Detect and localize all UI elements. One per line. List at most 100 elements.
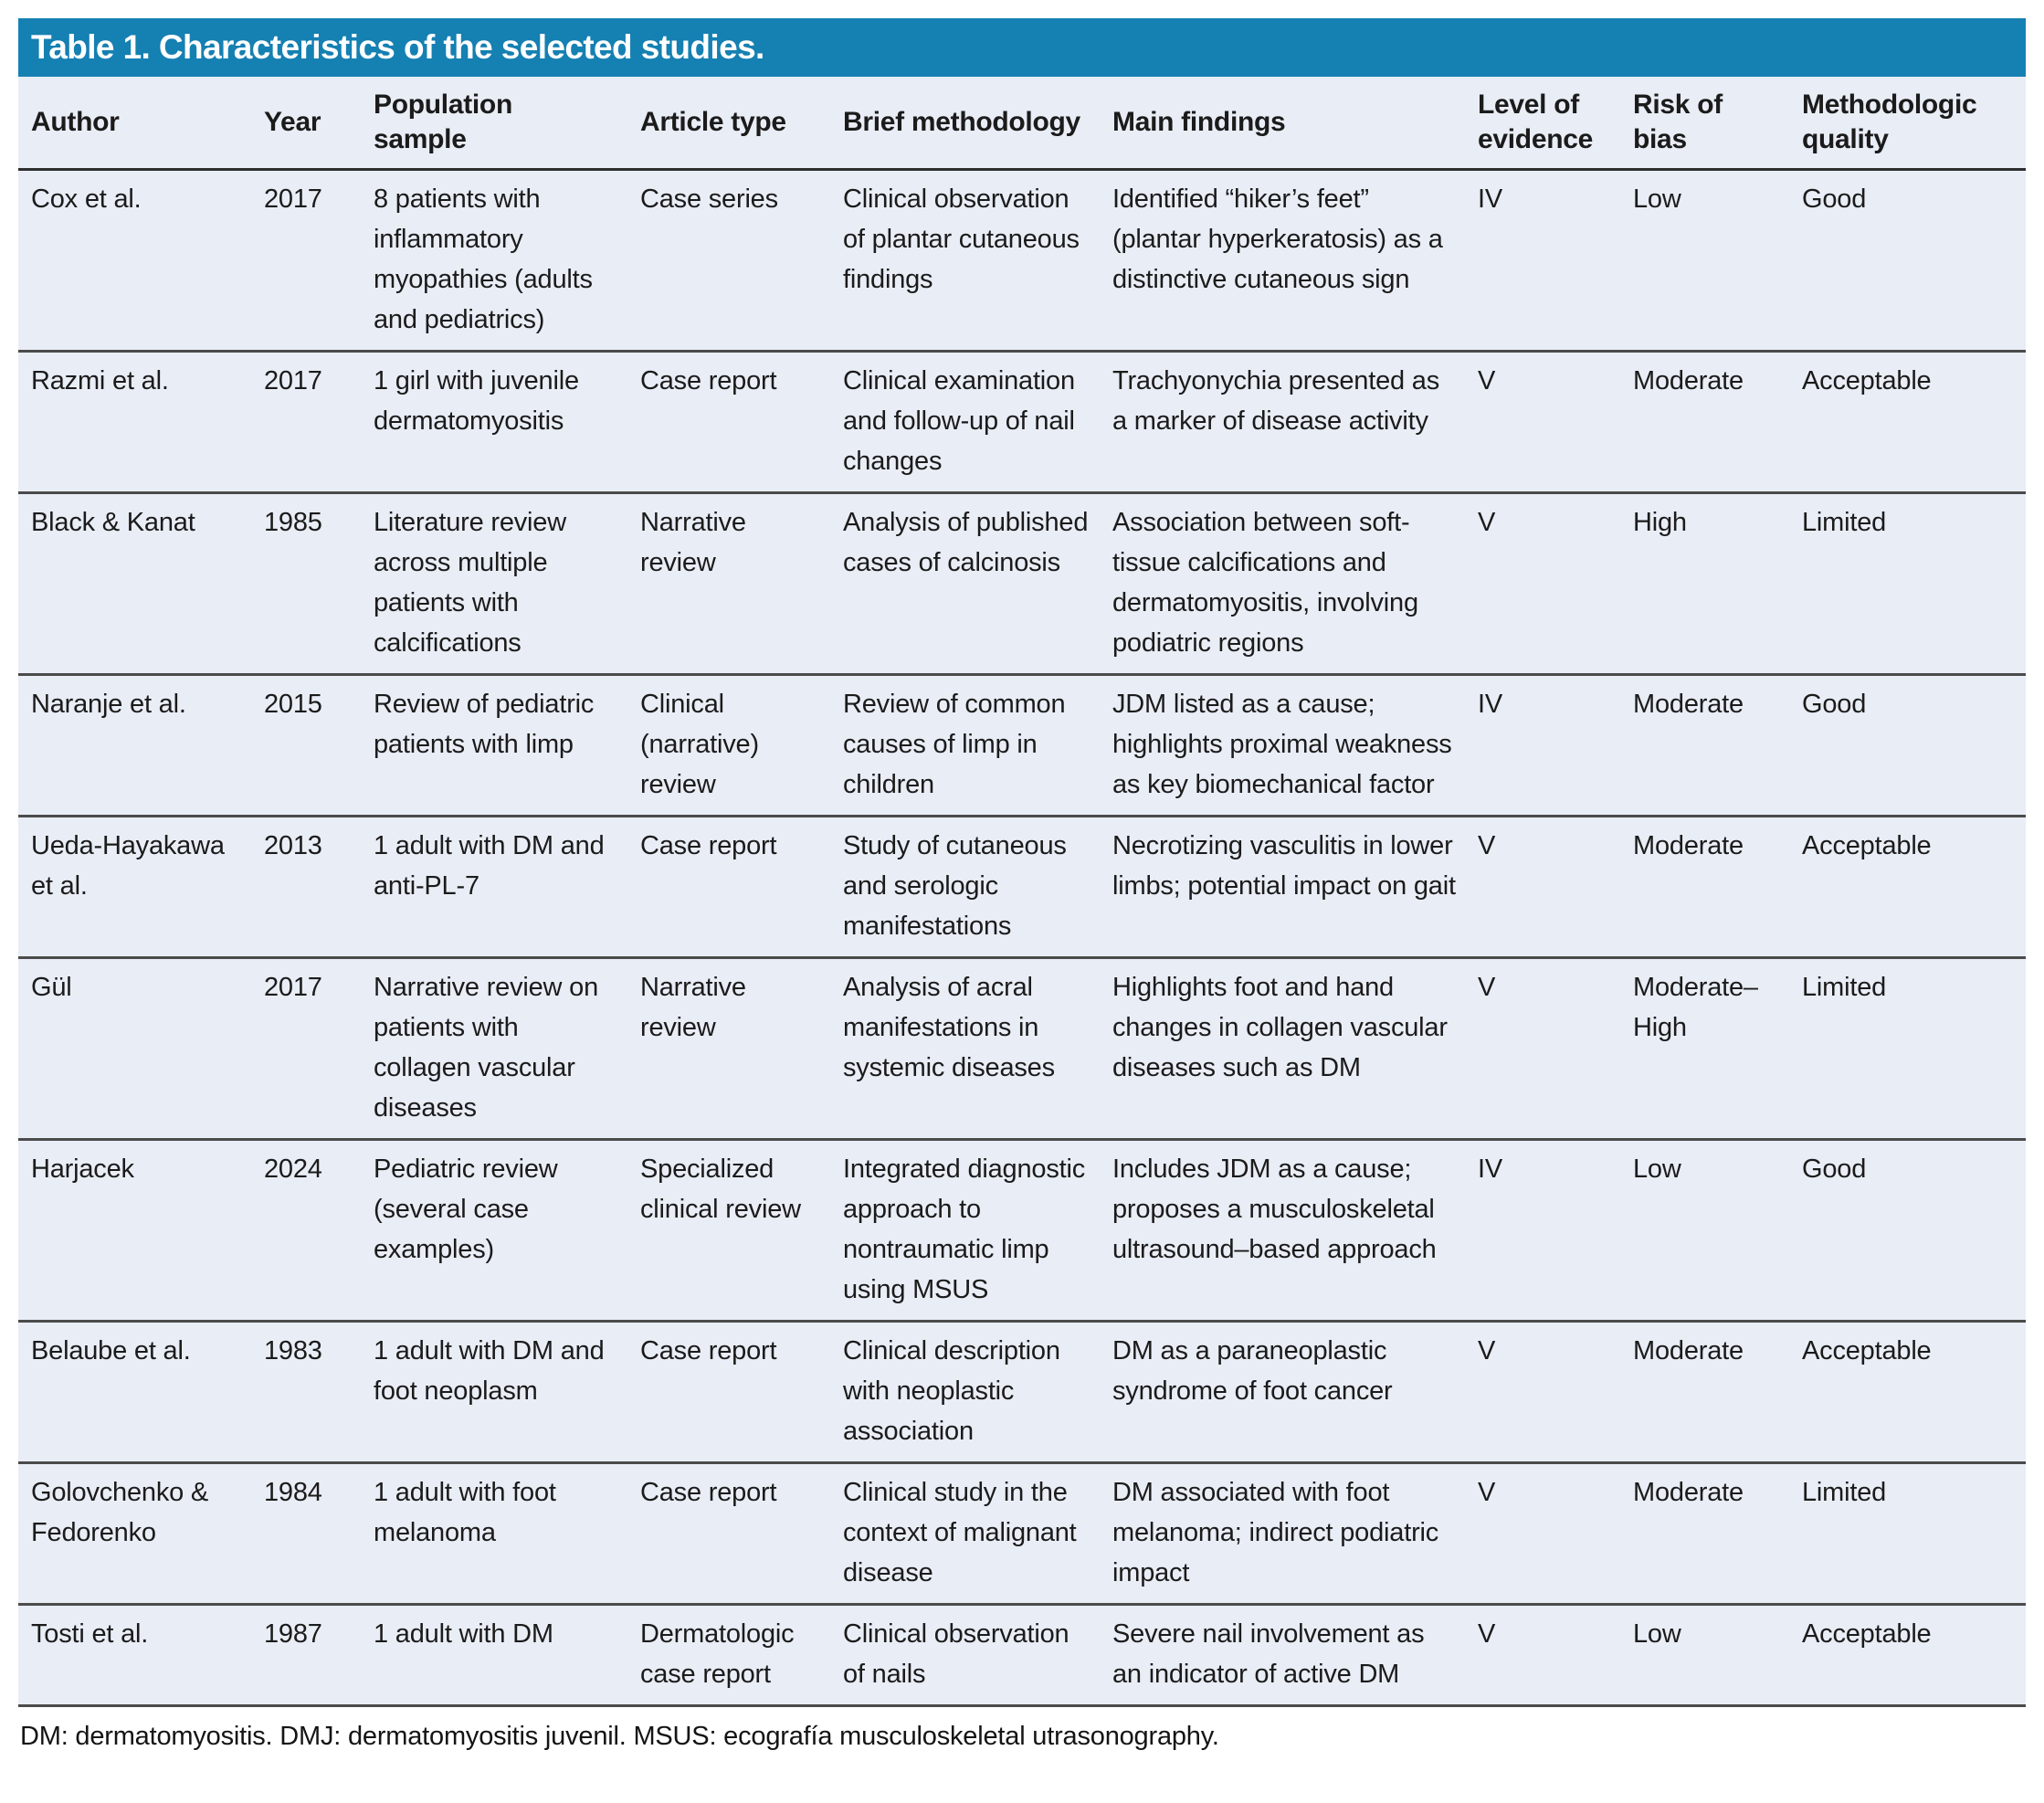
- table-row: Harjacek 2024 Pediatric review (several ca…: [18, 1139, 2026, 1323]
- cell-article-type: Clinical (narrative) review: [627, 674, 830, 817]
- cell-author: Razmi et al.: [18, 351, 251, 494]
- cell-population: 1 adult with DM and foot neoplasm: [361, 1321, 627, 1464]
- cell-methodology: Clinical observation of plantar cutaneou…: [830, 169, 1100, 353]
- cell-population: 8 patients with inflammatory myopathies …: [361, 169, 627, 353]
- cell-quality: Acceptable: [1789, 1321, 2026, 1464]
- table-row: Ueda-Hayakawa et al. 2013 1 adult with DM …: [18, 816, 2026, 959]
- cell-article-type: Specialized clinical review: [627, 1139, 830, 1323]
- cell-methodology: Clinical examination and follow-up of na…: [830, 351, 1100, 494]
- cell-quality: Acceptable: [1789, 816, 2026, 959]
- cell-methodology: Analysis of acral manifestations in syst…: [830, 957, 1100, 1141]
- cell-findings: DM as a paraneoplastic syndrome of foot …: [1100, 1321, 1465, 1464]
- cell-year: 2013: [251, 816, 361, 959]
- cell-level: V: [1465, 957, 1620, 1141]
- table-row: Belaube et al. 1983 1 adult with DM and fo…: [18, 1321, 2026, 1464]
- cell-article-type: Case report: [627, 351, 830, 494]
- cell-methodology: Clinical description with neoplastic ass…: [830, 1321, 1100, 1464]
- table-row: Golovchenko & Fedorenko 1984 1 adult with …: [18, 1462, 2026, 1606]
- cell-risk: High: [1620, 492, 1789, 676]
- table-row: Cox et al. 2017 8 patients with inflammato…: [18, 169, 2026, 353]
- cell-quality: Acceptable: [1789, 351, 2026, 494]
- cell-findings: Identified “hiker’s feet” (plantar hyper…: [1100, 169, 1465, 353]
- cell-findings: DM associated with foot melanoma; indire…: [1100, 1462, 1465, 1606]
- table-title-bar: Table 1. Characteristics of the selected…: [18, 18, 2026, 77]
- cell-risk: Low: [1620, 169, 1789, 353]
- cell-author: Harjacek: [18, 1139, 251, 1323]
- col-header-findings: Main findings: [1100, 77, 1465, 171]
- cell-level: V: [1465, 1604, 1620, 1707]
- col-header-population: Population sample: [361, 77, 627, 171]
- cell-author: Black & Kanat: [18, 492, 251, 676]
- cell-population: Narrative review on patients with collag…: [361, 957, 627, 1141]
- cell-article-type: Dermatologic case report: [627, 1604, 830, 1707]
- table-body: Cox et al. 2017 8 patients with inflammato…: [18, 169, 2026, 1707]
- cell-author: Cox et al.: [18, 169, 251, 353]
- cell-findings: Highlights foot and hand changes in coll…: [1100, 957, 1465, 1141]
- cell-population: 1 adult with DM: [361, 1604, 627, 1707]
- cell-author: Ueda-Hayakawa et al.: [18, 816, 251, 959]
- cell-population: 1 girl with juvenile dermatomyositis: [361, 351, 627, 494]
- cell-level: V: [1465, 492, 1620, 676]
- col-header-risk: Risk of bias: [1620, 77, 1789, 171]
- cell-author: Gül: [18, 957, 251, 1141]
- cell-findings: Necrotizing vasculitis in lower limbs; p…: [1100, 816, 1465, 959]
- cell-quality: Limited: [1789, 492, 2026, 676]
- cell-author: Naranje et al.: [18, 674, 251, 817]
- cell-methodology: Analysis of published cases of calcinosi…: [830, 492, 1100, 676]
- cell-methodology: Clinical observation of nails: [830, 1604, 1100, 1707]
- col-header-quality: Methodologic quality: [1789, 77, 2026, 171]
- cell-methodology: Clinical study in the context of maligna…: [830, 1462, 1100, 1606]
- cell-level: V: [1465, 351, 1620, 494]
- cell-findings: Severe nail involvement as an indicator …: [1100, 1604, 1465, 1707]
- cell-methodology: Review of common causes of limp in child…: [830, 674, 1100, 817]
- cell-findings: Trachyonychia presented as a marker of d…: [1100, 351, 1465, 494]
- cell-quality: Good: [1789, 1139, 2026, 1323]
- table-row: Gül 2017 Narrative review on patients with…: [18, 957, 2026, 1141]
- studies-table-card: Table 1. Characteristics of the selected…: [18, 18, 2026, 1707]
- cell-year: 2017: [251, 169, 361, 353]
- cell-risk: Moderate–High: [1620, 957, 1789, 1141]
- cell-population: 1 adult with DM and anti-PL-7: [361, 816, 627, 959]
- cell-article-type: Narrative review: [627, 957, 830, 1141]
- table-head: Author Year Population sample Article type B…: [18, 77, 2026, 171]
- cell-methodology: Study of cutaneous and serologic manifes…: [830, 816, 1100, 959]
- col-header-article-type: Article type: [627, 77, 830, 171]
- table-row: Naranje et al. 2015 Review of pediatric pa…: [18, 674, 2026, 817]
- studies-table: Author Year Population sample Article type B…: [18, 77, 2026, 1707]
- cell-methodology: Integrated diagnostic approach to nontra…: [830, 1139, 1100, 1323]
- table-footnote: DM: dermatomyositis. DMJ: dermatomyositi…: [20, 1722, 1219, 1751]
- cell-quality: Good: [1789, 169, 2026, 353]
- cell-author: Belaube et al.: [18, 1321, 251, 1464]
- col-header-author: Author: [18, 77, 251, 171]
- table-row: Black & Kanat 1985 Literature review acros…: [18, 492, 2026, 676]
- cell-article-type: Case report: [627, 1321, 830, 1464]
- table-row: Razmi et al. 2017 1 girl with juvenile der…: [18, 351, 2026, 494]
- cell-year: 1984: [251, 1462, 361, 1606]
- cell-year: 2017: [251, 351, 361, 494]
- cell-year: 1985: [251, 492, 361, 676]
- cell-findings: Association between soft-tissue calcific…: [1100, 492, 1465, 676]
- cell-author: Tosti et al.: [18, 1604, 251, 1707]
- cell-risk: Low: [1620, 1139, 1789, 1323]
- cell-risk: Moderate: [1620, 1321, 1789, 1464]
- cell-population: Literature review across multiple patien…: [361, 492, 627, 676]
- col-header-methodology: Brief methodology: [830, 77, 1100, 171]
- cell-quality: Limited: [1789, 957, 2026, 1141]
- cell-risk: Moderate: [1620, 351, 1789, 494]
- cell-quality: Acceptable: [1789, 1604, 2026, 1707]
- cell-level: IV: [1465, 674, 1620, 817]
- cell-level: V: [1465, 1321, 1620, 1464]
- cell-year: 2024: [251, 1139, 361, 1323]
- cell-risk: Moderate: [1620, 1462, 1789, 1606]
- cell-population: 1 adult with foot melanoma: [361, 1462, 627, 1606]
- table-title: Table 1. Characteristics of the selected…: [31, 28, 764, 66]
- cell-year: 1983: [251, 1321, 361, 1464]
- cell-findings: JDM listed as a cause; highlights proxim…: [1100, 674, 1465, 817]
- cell-level: IV: [1465, 169, 1620, 353]
- cell-year: 2017: [251, 957, 361, 1141]
- cell-year: 2015: [251, 674, 361, 817]
- cell-level: V: [1465, 816, 1620, 959]
- table-row: Tosti et al. 1987 1 adult with DM Dermatolo…: [18, 1604, 2026, 1707]
- cell-risk: Moderate: [1620, 674, 1789, 817]
